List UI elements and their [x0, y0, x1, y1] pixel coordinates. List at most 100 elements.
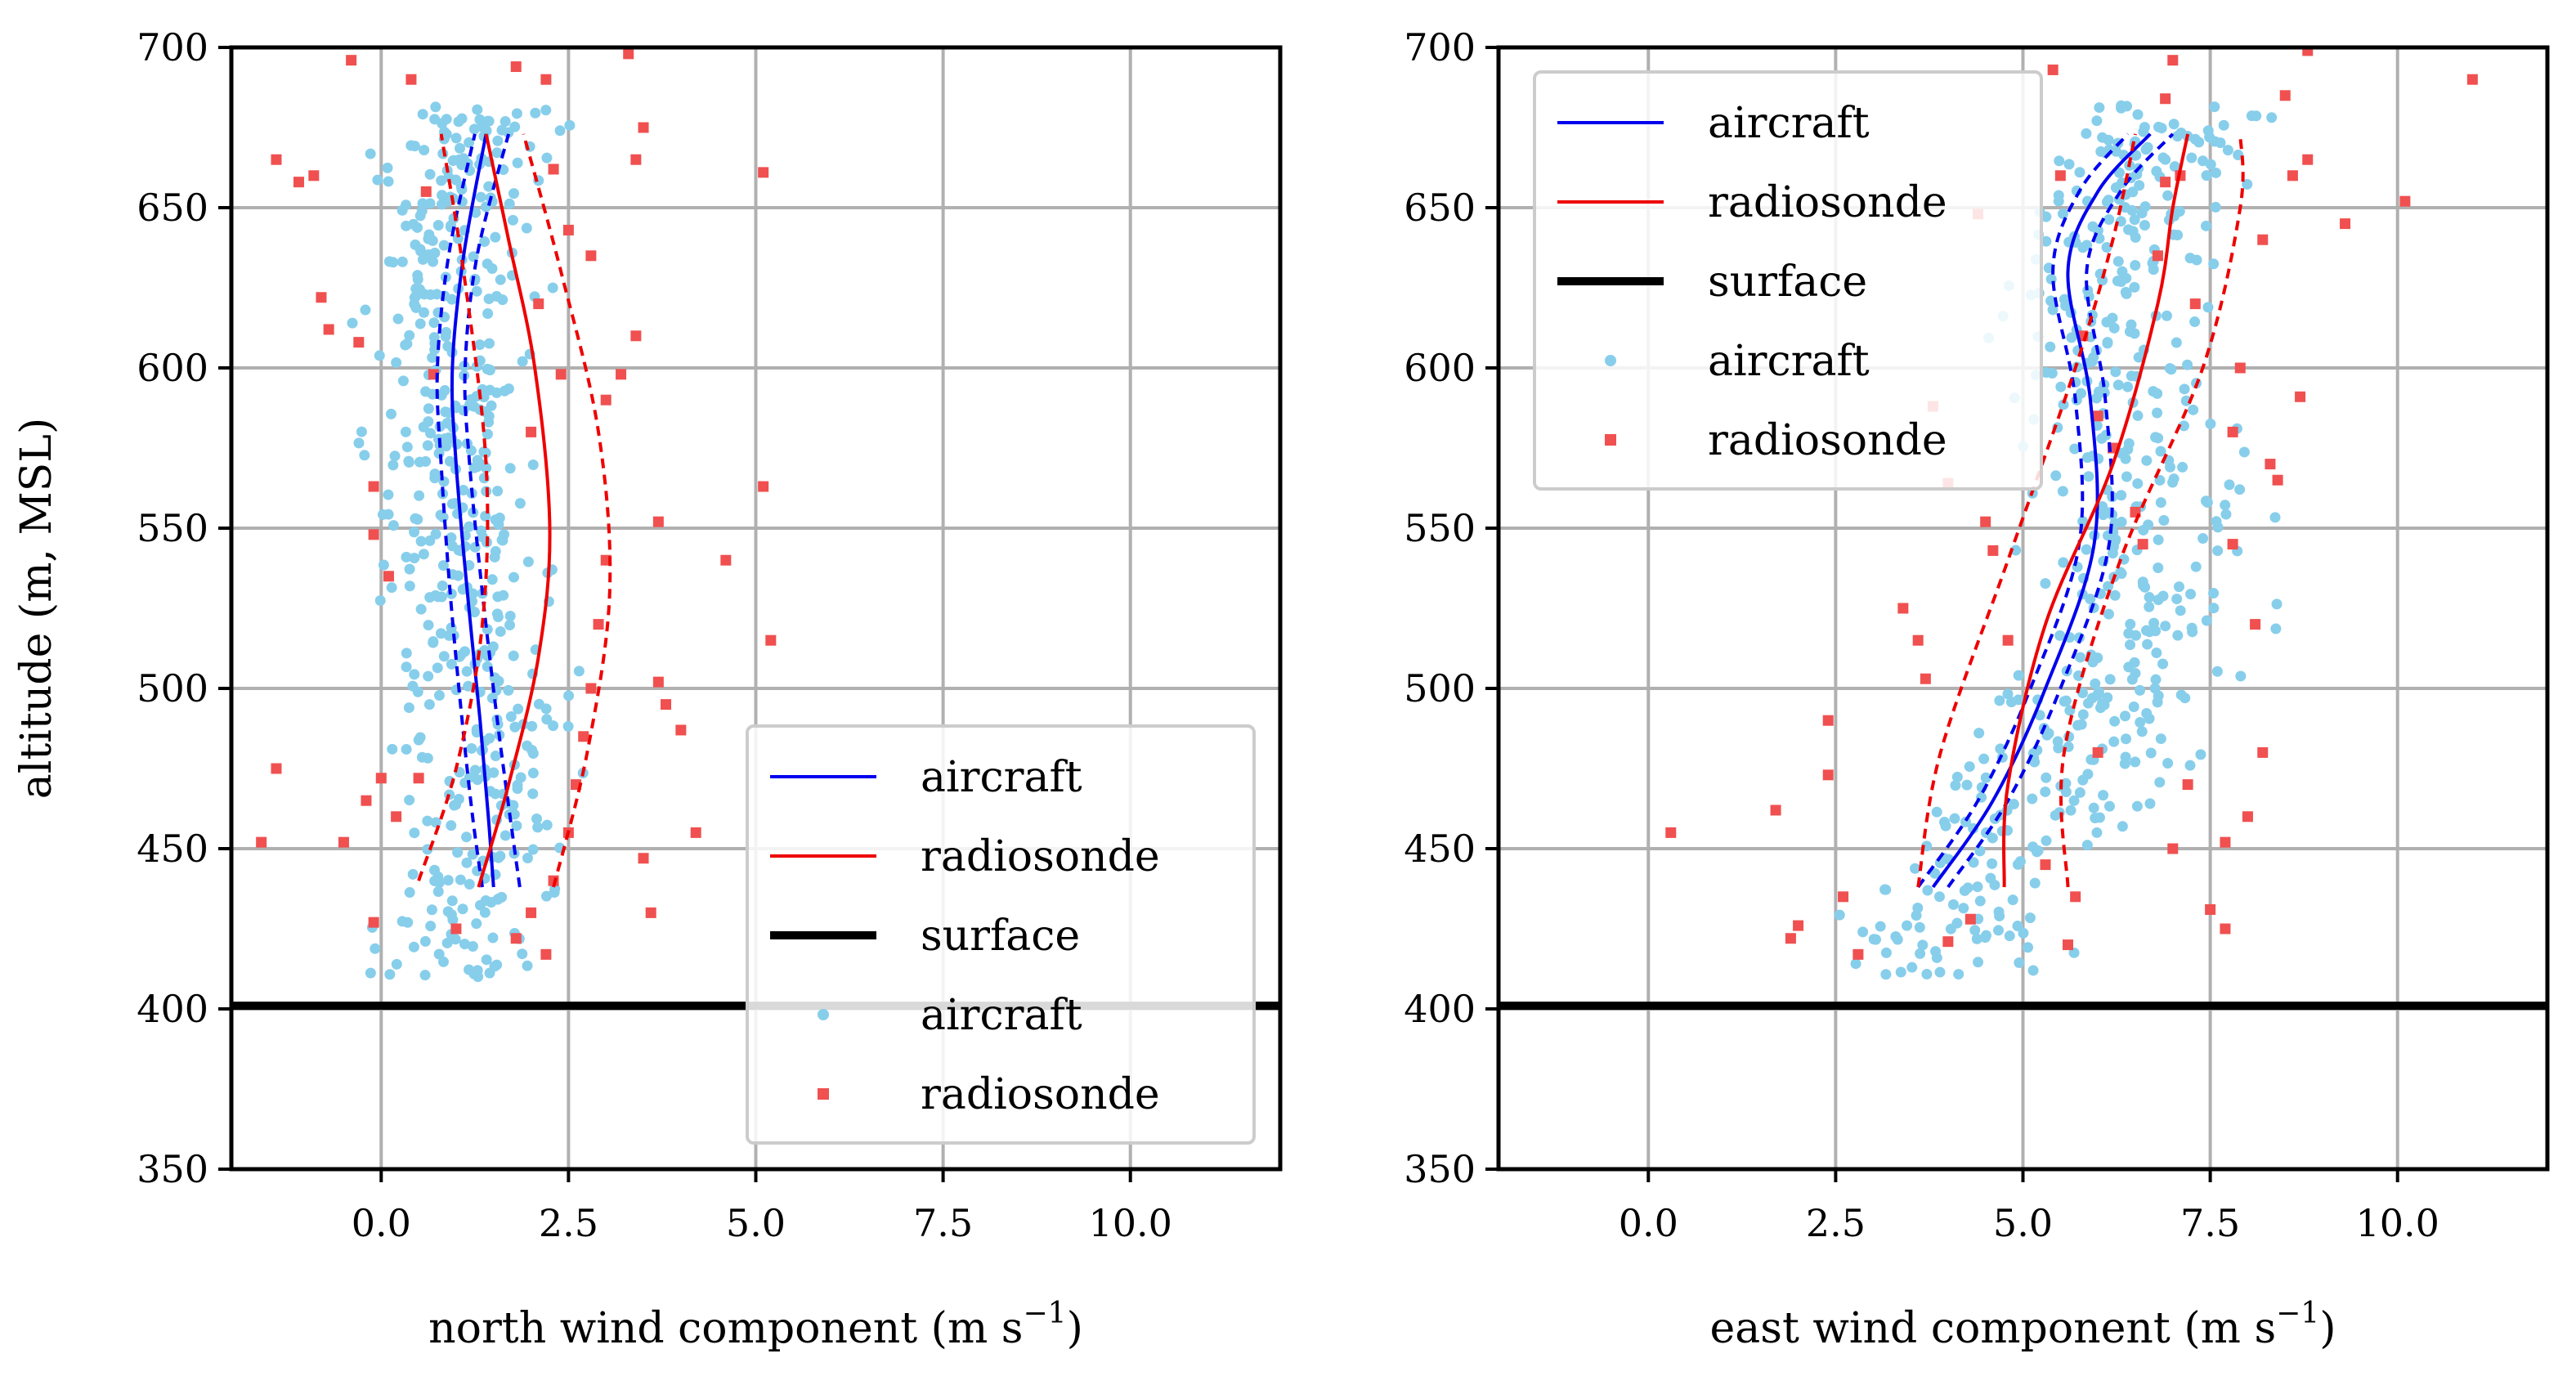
profile-curve — [2002, 133, 2190, 888]
aircraft-point — [2091, 115, 2103, 127]
aircraft-point — [1992, 925, 2004, 936]
aircraft-point — [2053, 195, 2064, 207]
aircraft-point — [474, 899, 486, 911]
aircraft-point — [2060, 300, 2072, 312]
aircraft-point — [417, 198, 428, 209]
aircraft-point — [423, 229, 435, 240]
aircraft-point — [2041, 235, 2052, 247]
aircraft-point — [2139, 219, 2150, 231]
aircraft-point — [2158, 515, 2170, 527]
radiosonde-point — [593, 619, 604, 630]
aircraft-point — [2161, 310, 2172, 321]
aircraft-point — [1917, 939, 1929, 951]
aircraft-point — [513, 703, 524, 715]
aircraft-point — [2099, 387, 2110, 398]
aircraft-point — [468, 251, 479, 262]
aircraft-point — [404, 887, 415, 899]
aircraft-point — [2190, 561, 2202, 572]
aircraft-point — [491, 290, 502, 302]
x-tick-label: 5.0 — [1993, 1201, 2053, 1245]
legend-label: radiosonde — [1708, 416, 1947, 465]
aircraft-point — [500, 830, 511, 841]
aircraft-point — [438, 476, 450, 487]
aircraft-point — [514, 498, 526, 509]
aircraft-point — [2126, 204, 2138, 216]
radiosonde-point — [2070, 891, 2081, 903]
aircraft-point — [2162, 190, 2174, 201]
aircraft-point — [2182, 359, 2193, 370]
aircraft-point — [2238, 446, 2250, 458]
radiosonde-point — [256, 836, 267, 848]
aircraft-point — [2208, 603, 2220, 614]
y-tick-label: 650 — [137, 186, 208, 230]
aircraft-point — [2108, 322, 2120, 334]
aircraft-point — [2121, 272, 2132, 284]
y-tick-label: 600 — [137, 346, 208, 390]
aircraft-point — [2115, 567, 2126, 578]
aircraft-point — [2097, 132, 2108, 143]
radiosonde-point — [2047, 64, 2059, 75]
aircraft-point — [384, 969, 396, 980]
aircraft-point — [442, 418, 454, 429]
aircraft-point — [521, 222, 532, 234]
plot-area — [1499, 47, 2547, 1011]
aircraft-point — [2153, 534, 2164, 545]
aircraft-point — [2222, 145, 2233, 156]
aircraft-point — [1994, 910, 2005, 921]
radiosonde-point — [540, 74, 552, 85]
aircraft-point — [2045, 273, 2057, 285]
aircraft-point — [540, 105, 552, 116]
aircraft-point — [455, 142, 466, 154]
aircraft-point — [2180, 692, 2191, 704]
aircraft-point — [2073, 670, 2085, 681]
aircraft-point — [2211, 666, 2223, 677]
radiosonde-point — [2265, 459, 2276, 470]
radiosonde-point — [2092, 746, 2103, 758]
aircraft-point — [2212, 545, 2224, 557]
aircraft-point — [493, 675, 504, 687]
radiosonde-point — [1822, 769, 1834, 781]
aircraft-point — [2077, 709, 2089, 720]
aircraft-point — [541, 714, 553, 725]
aircraft-point — [2131, 800, 2143, 812]
aircraft-point — [374, 350, 385, 361]
radiosonde-point — [540, 948, 552, 960]
aircraft-point — [2086, 692, 2098, 704]
radiosonde-point — [578, 731, 589, 742]
aircraft-point — [424, 592, 436, 603]
aircraft-point — [1933, 891, 1945, 903]
radiosonde-point — [2250, 619, 2261, 630]
legend-handle-dot — [1605, 355, 1616, 366]
aircraft-point — [2205, 159, 2216, 170]
aircraft-point — [409, 553, 420, 564]
aircraft-point — [541, 819, 553, 831]
aircraft-point — [2081, 544, 2092, 555]
radiosonde-point — [383, 571, 394, 582]
aircraft-point — [428, 637, 439, 648]
aircraft-point — [2211, 167, 2222, 178]
aircraft-point — [2144, 592, 2155, 603]
aircraft-point — [2121, 101, 2132, 112]
aircraft-point — [488, 767, 500, 778]
aircraft-point — [493, 852, 504, 863]
aircraft-point — [2075, 652, 2086, 663]
x-axis-label-close: ) — [1067, 1304, 1083, 1353]
aircraft-point — [527, 844, 539, 855]
aircraft-point — [491, 959, 503, 970]
aircraft-point — [2220, 509, 2232, 520]
aircraft-point — [2184, 760, 2196, 771]
radiosonde-point — [600, 394, 612, 406]
radiosonde-point — [1822, 715, 1834, 726]
aircraft-point — [464, 964, 475, 975]
aircraft-point — [437, 560, 449, 571]
aircraft-point — [456, 113, 468, 124]
aircraft-point — [494, 512, 505, 523]
aircraft-point — [495, 625, 506, 637]
aircraft-point — [492, 135, 504, 146]
radiosonde-point — [510, 61, 522, 73]
radiosonde-point — [346, 55, 357, 66]
radiosonde-point — [316, 292, 327, 303]
radiosonde-point — [1897, 603, 1909, 614]
aircraft-point — [2172, 630, 2184, 641]
aircraft-point — [464, 137, 475, 148]
